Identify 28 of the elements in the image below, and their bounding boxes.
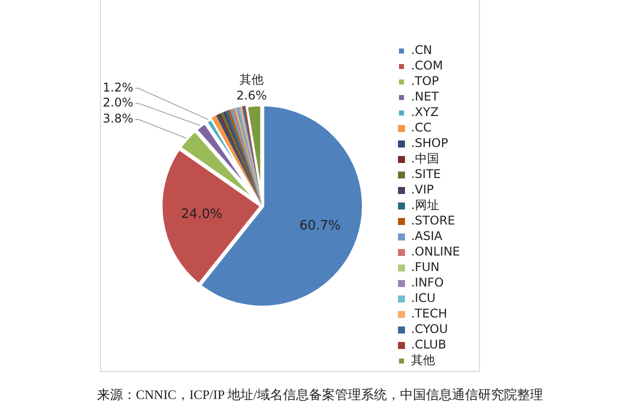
data-label: 24.0% [181,207,222,222]
legend-label: .FUN [410,260,440,274]
legend-label: .INFO [410,276,444,290]
legend-label: .SITE [410,167,441,182]
legend-label: .网址 [410,198,439,212]
legend-label: .TOP [410,74,439,88]
data-label: 3.8% [102,112,134,126]
legend-label: .CN [410,43,432,58]
legend-label: .XYZ [410,105,439,120]
legend-label: .ASIA [410,229,444,244]
data-label: 60.7% [299,218,341,234]
legend-label: .ONLINE [410,244,460,259]
legend-label: .CYOU [410,322,448,336]
legend-label: .ICU [410,291,436,306]
legend-label: .STORE [410,214,456,228]
legend-label: 其他 [410,353,435,368]
data-label: 2.0% [102,95,134,110]
data-label: 其他 2.6% [236,72,267,102]
legend-label: .TECH [410,306,448,321]
data-label: 1.2% [102,80,134,94]
legend-label: .中国 [410,152,439,166]
source-note: 来源：CNNIC，ICP/IP 地址/域名信息备案管理系统，中国信息通信研究院整理 [96,386,544,404]
legend-label: .SHOP [410,136,448,150]
legend-label: .CLUB [410,338,446,352]
legend-label: .VIP [410,182,434,197]
legend-label: .NET [410,90,440,104]
legend-label: .CC [410,120,432,135]
legend-label: .COM [410,58,443,73]
